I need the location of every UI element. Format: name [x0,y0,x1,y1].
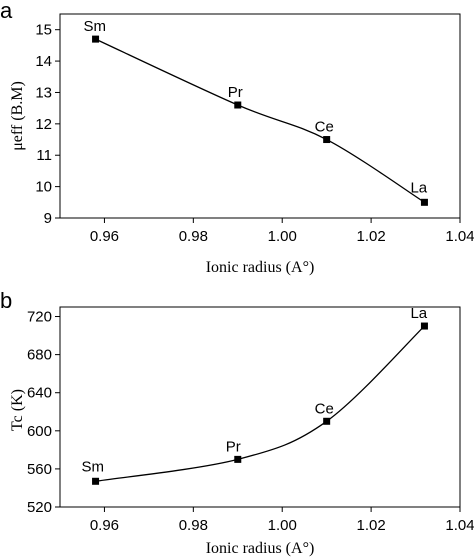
point-label: Pr [228,84,243,101]
y-tick-label: 520 [27,499,52,516]
panel-b-y-ticks: 520 560 600 640 680 720 [27,309,60,516]
x-tick-label: 1.00 [268,228,297,245]
y-tick-label: 15 [35,22,52,39]
panel-a-x-axis-title: Ionic radius (A°) [206,259,315,276]
panel-a-points: Sm Pr Ce La [84,18,428,206]
x-tick-label: 1.00 [268,517,297,534]
y-tick-label: 13 [35,84,52,101]
panel-b-x-ticks: 0.96 0.98 1.00 1.02 1.04 [90,507,474,534]
panel-b: b 520 560 600 640 680 720 0.96 0.98 1.00 1.02 1.0… [0,288,474,557]
data-point-marker [234,101,242,109]
y-tick-label: 680 [27,347,52,364]
data-point-marker [323,417,331,425]
y-tick-label: 10 [35,179,52,196]
panel-b-x-axis-title: Ionic radius (A°) [206,540,315,557]
panel-a-curve [95,38,425,203]
panel-a-label: a [0,0,13,23]
y-tick-label: 560 [27,461,52,478]
point-label: La [410,305,427,322]
panel-b-curve [95,325,425,482]
data-point-marker [92,35,100,43]
panel-b-label: b [0,288,12,313]
y-tick-label: 640 [27,385,52,402]
panel-a-frame [59,13,461,219]
x-tick-label: 0.96 [90,517,119,534]
y-tick-label: 11 [36,147,52,164]
panel-b-y-axis-title: Tc (K) [9,389,26,431]
panel-b-frame [59,306,461,508]
x-tick-label: 0.96 [90,228,119,245]
y-tick-label: 14 [35,53,52,70]
x-tick-label: 0.98 [179,228,208,245]
data-point-marker [323,136,331,144]
panel-a: a 9 10 11 12 13 14 15 0.96 0.98 1.00 1.02 1.04 Sm P… [0,0,474,276]
panel-a-y-axis-title: μeff (B.M) [9,81,26,151]
point-label: Ce [315,400,334,417]
panel-a-x-ticks: 0.96 0.98 1.00 1.02 1.04 [90,218,474,245]
point-label: Pr [226,438,241,455]
data-point-marker [420,198,428,206]
y-tick-label: 600 [27,423,52,440]
y-tick-label: 9 [44,210,52,227]
panel-a-y-ticks: 9 10 11 12 13 14 15 [35,22,60,227]
x-tick-label: 1.02 [357,517,386,534]
data-point-marker [234,455,242,463]
data-point-marker [420,322,428,330]
x-tick-label: 1.02 [357,228,386,245]
x-tick-label: 1.04 [445,517,474,534]
data-point-marker [92,477,100,485]
y-tick-label: 720 [27,309,52,326]
point-label: Ce [315,119,334,136]
point-label: Sm [84,18,107,35]
panel-b-points: Sm Pr Ce La [82,305,428,485]
point-label: Sm [82,458,105,475]
y-tick-label: 12 [35,116,52,133]
x-tick-label: 0.98 [179,517,208,534]
point-label: La [410,179,427,196]
x-tick-label: 1.04 [445,228,474,245]
